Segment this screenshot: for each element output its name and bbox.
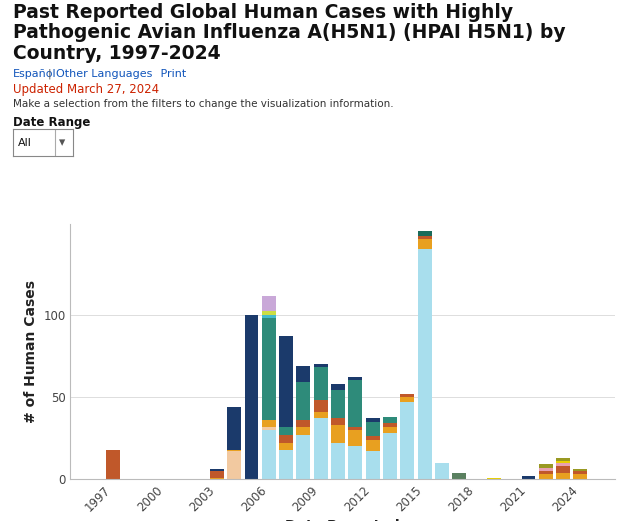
Text: Make a selection from the filters to change the visualization information.: Make a selection from the filters to cha… xyxy=(13,99,393,109)
Bar xyxy=(262,315,276,318)
Bar xyxy=(383,424,397,427)
Bar xyxy=(245,315,259,479)
Bar xyxy=(418,249,432,479)
Bar xyxy=(279,427,293,435)
Text: Updated March 27, 2024: Updated March 27, 2024 xyxy=(13,83,158,96)
Bar xyxy=(349,377,362,380)
Text: Español: Español xyxy=(13,69,56,79)
Text: All: All xyxy=(18,138,31,148)
Bar xyxy=(227,450,241,451)
Text: |: | xyxy=(48,69,55,79)
Bar xyxy=(210,471,224,478)
Bar xyxy=(400,402,414,479)
Bar xyxy=(349,430,362,446)
Bar xyxy=(556,461,570,463)
Bar xyxy=(331,418,345,425)
Bar xyxy=(366,437,380,440)
Bar xyxy=(262,318,276,420)
Text: Other Languages: Other Languages xyxy=(56,69,152,79)
Bar xyxy=(297,382,310,420)
Bar xyxy=(418,235,432,239)
Bar xyxy=(383,433,397,479)
Bar xyxy=(400,397,414,402)
Bar xyxy=(262,427,276,430)
Bar xyxy=(383,417,397,424)
Bar xyxy=(210,478,224,479)
Bar xyxy=(279,450,293,479)
Bar xyxy=(106,450,120,479)
Bar xyxy=(539,468,553,471)
Bar xyxy=(383,427,397,433)
Bar xyxy=(262,296,276,312)
Bar xyxy=(349,427,362,430)
Bar xyxy=(366,440,380,451)
Bar xyxy=(314,412,328,418)
Bar xyxy=(573,471,587,475)
Text: Past Reported Global Human Cases with Highly: Past Reported Global Human Cases with Hi… xyxy=(13,3,513,21)
Bar xyxy=(314,400,328,412)
Bar xyxy=(279,435,293,443)
Bar xyxy=(314,364,328,367)
Bar xyxy=(573,469,587,471)
Text: Country, 1997-2024: Country, 1997-2024 xyxy=(13,44,220,63)
Bar xyxy=(556,463,570,466)
Y-axis label: # of Human Cases: # of Human Cases xyxy=(23,280,38,423)
Bar xyxy=(539,475,553,479)
Bar xyxy=(435,463,449,479)
Bar xyxy=(539,465,553,468)
Bar xyxy=(279,336,293,427)
Bar xyxy=(556,473,570,479)
Bar xyxy=(262,420,276,427)
Bar xyxy=(314,367,328,400)
Bar xyxy=(556,458,570,461)
Bar xyxy=(331,384,345,390)
Bar xyxy=(349,380,362,427)
Bar xyxy=(210,469,224,471)
Bar xyxy=(227,451,241,479)
Bar xyxy=(556,466,570,473)
Text: ▾: ▾ xyxy=(59,137,65,149)
Bar xyxy=(331,390,345,418)
Bar xyxy=(297,435,310,479)
Bar xyxy=(573,475,587,479)
Bar xyxy=(522,476,535,479)
Bar xyxy=(366,418,380,421)
X-axis label: Date Reported: Date Reported xyxy=(285,519,399,521)
Bar xyxy=(539,471,553,475)
Bar xyxy=(400,394,414,397)
Text: Print: Print xyxy=(150,69,186,79)
Bar xyxy=(314,418,328,479)
Bar xyxy=(331,425,345,443)
Bar xyxy=(279,443,293,450)
Bar xyxy=(331,443,345,479)
Text: Date Range: Date Range xyxy=(13,116,90,129)
Bar xyxy=(349,446,362,479)
Bar xyxy=(297,366,310,382)
Bar xyxy=(418,239,432,249)
Bar xyxy=(366,421,380,437)
Bar xyxy=(418,231,432,235)
Bar xyxy=(366,451,380,479)
Bar xyxy=(262,430,276,479)
Bar xyxy=(262,312,276,315)
Bar xyxy=(452,473,466,479)
Bar xyxy=(297,427,310,435)
Bar xyxy=(297,420,310,427)
Bar xyxy=(227,407,241,450)
Bar xyxy=(487,478,501,479)
Text: Pathogenic Avian Influenza A(H5N1) (HPAI H5N1) by: Pathogenic Avian Influenza A(H5N1) (HPAI… xyxy=(13,23,566,42)
